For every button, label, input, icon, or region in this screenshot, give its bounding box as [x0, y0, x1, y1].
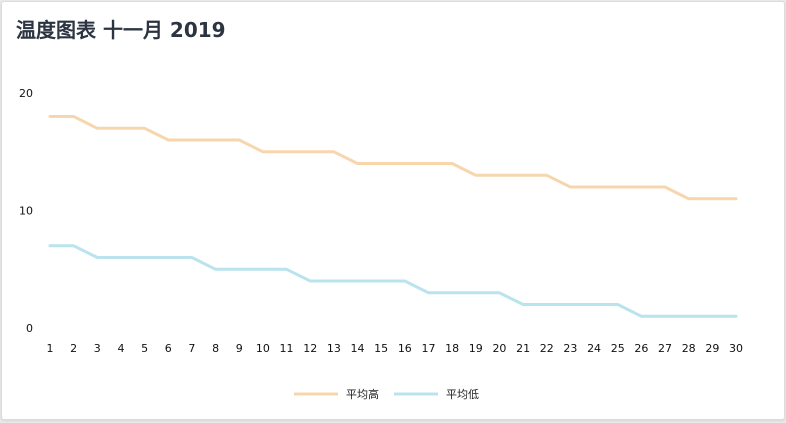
- y-tick-label: 0: [26, 322, 33, 335]
- x-tick-label: 2: [70, 342, 77, 355]
- x-tick-label: 11: [280, 342, 294, 355]
- x-tick-label: 25: [611, 342, 625, 355]
- x-tick-label: 23: [563, 342, 577, 355]
- legend-label: 平均低: [446, 388, 479, 401]
- x-tick-label: 12: [303, 342, 317, 355]
- x-tick-label: 9: [236, 342, 243, 355]
- x-tick-label: 19: [469, 342, 483, 355]
- y-tick-label: 10: [19, 205, 33, 218]
- x-tick-label: 24: [587, 342, 601, 355]
- series-line-low: [48, 244, 738, 318]
- legend: 平均高 平均低: [294, 387, 479, 401]
- x-tick-label: 20: [492, 342, 506, 355]
- x-tick-label: 16: [398, 342, 412, 355]
- x-tick-label: 21: [516, 342, 530, 355]
- x-tick-label: 7: [188, 342, 195, 355]
- y-tick-label: 20: [19, 87, 33, 100]
- x-tick-label: 14: [351, 342, 365, 355]
- chart-title: 温度图表 十一月 2019: [16, 18, 226, 42]
- x-tick-label: 10: [256, 342, 270, 355]
- x-tick-label: 4: [117, 342, 124, 355]
- x-tick-label: 18: [445, 342, 459, 355]
- x-axis-ticks: 1 2 3 4 5 6 7 8 9 10 11 12 13 14 15 16 17 18 19 20 21 22 23 24 2…: [47, 342, 744, 355]
- x-tick-label: 29: [705, 342, 719, 355]
- x-tick-label: 1: [47, 342, 54, 355]
- y-axis-ticks: 0 10 20: [19, 87, 33, 335]
- x-tick-label: 27: [658, 342, 672, 355]
- x-tick-label: 8: [212, 342, 219, 355]
- x-tick-label: 22: [540, 342, 554, 355]
- series-lines: [48, 115, 738, 318]
- x-tick-label: 15: [374, 342, 388, 355]
- x-tick-label: 3: [94, 342, 101, 355]
- x-tick-label: 13: [327, 342, 341, 355]
- series-line-high: [48, 115, 738, 201]
- x-tick-label: 30: [729, 342, 743, 355]
- x-tick-label: 26: [634, 342, 648, 355]
- x-tick-label: 5: [141, 342, 148, 355]
- legend-label: 平均高: [346, 387, 379, 401]
- x-tick-label: 28: [682, 342, 696, 355]
- x-tick-label: 17: [421, 342, 435, 355]
- x-tick-label: 6: [165, 342, 172, 355]
